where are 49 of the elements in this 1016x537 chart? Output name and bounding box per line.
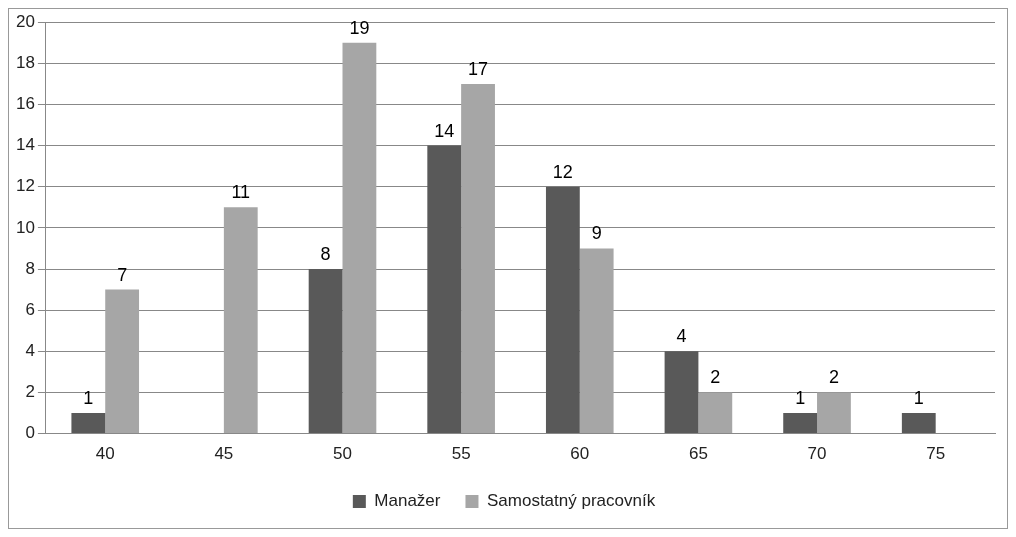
y-tick-label: 4 [25, 341, 35, 361]
data-label: 7 [117, 264, 128, 285]
bar [664, 351, 699, 434]
bar [461, 83, 495, 434]
data-label: 2 [710, 367, 721, 388]
y-tick-label: 20 [15, 11, 35, 31]
legend-label: Samostatný pracovník [486, 491, 656, 511]
x-tick-label: 65 [688, 444, 708, 464]
bar [342, 42, 377, 434]
legend-label: Manažer [374, 491, 441, 511]
x-tick-label: 50 [333, 444, 352, 464]
x-tick-label: 40 [95, 444, 115, 464]
y-tick-label: 8 [25, 258, 35, 278]
y-tick-label: 6 [25, 299, 35, 319]
data-label: 17 [468, 58, 489, 79]
x-tick-label: 55 [451, 444, 471, 464]
bar [545, 186, 580, 434]
bar [71, 413, 106, 434]
y-tick-label: 16 [15, 94, 35, 114]
x-tick-label: 75 [926, 444, 946, 464]
x-tick-label: 60 [570, 444, 590, 464]
y-tick-label: 2 [25, 382, 35, 402]
bar [783, 413, 818, 434]
y-tick-label: 0 [25, 423, 35, 443]
data-label: 9 [591, 223, 602, 244]
bar [427, 145, 462, 434]
data-label: 2 [828, 367, 839, 388]
data-label: 8 [320, 244, 331, 265]
bar [698, 392, 733, 434]
bar [901, 413, 936, 434]
x-tick-label: 70 [807, 444, 827, 464]
data-label: 4 [676, 326, 687, 347]
y-tick-label: 12 [15, 176, 35, 196]
bar [579, 248, 614, 434]
y-tick-label: 10 [15, 217, 35, 237]
y-tick-label: 14 [15, 135, 35, 155]
data-label: 19 [349, 17, 370, 38]
bar [817, 392, 851, 434]
bar [308, 269, 343, 434]
data-label: 14 [434, 120, 455, 141]
data-label: 1 [83, 388, 94, 408]
y-tick-label: 18 [15, 53, 35, 73]
data-label: 11 [231, 182, 251, 203]
data-label: 1 [913, 388, 924, 408]
bar [105, 289, 140, 434]
bar [223, 207, 258, 434]
data-label: 1 [795, 388, 806, 408]
data-label: 12 [552, 161, 573, 182]
x-tick-label: 45 [214, 444, 234, 464]
